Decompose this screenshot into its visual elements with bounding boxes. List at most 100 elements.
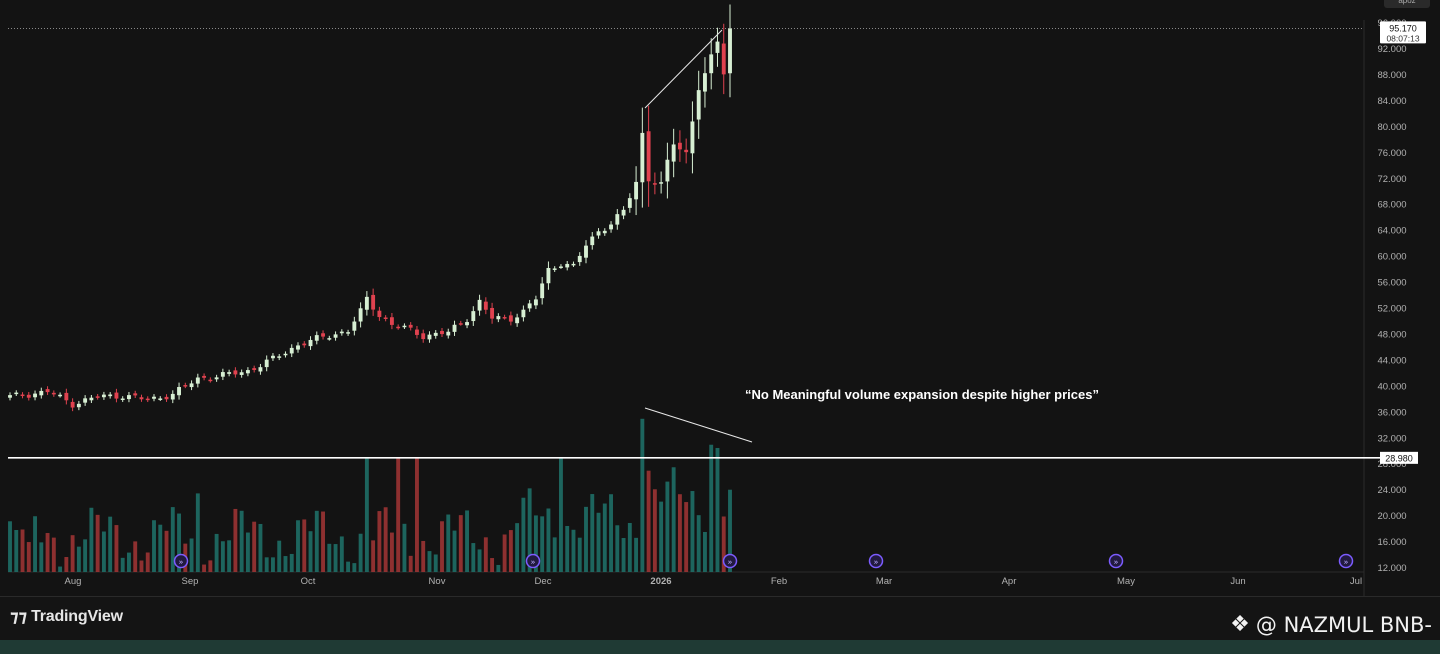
y-tick-label: 64.000: [1377, 226, 1406, 237]
candle-body: [652, 183, 657, 185]
candle-body: [396, 326, 401, 329]
y-tick-label: 72.000: [1377, 174, 1406, 185]
volume-bar: [45, 533, 50, 572]
candle-body: [101, 394, 106, 398]
volume-bar: [64, 557, 69, 572]
volume-bar: [227, 540, 232, 572]
candle-body: [452, 324, 457, 332]
horizontal-level-label: 28.980: [1385, 453, 1413, 463]
event-arrow-icon: »: [1344, 558, 1349, 567]
top-chip[interactable]: apoz: [1384, 0, 1430, 8]
candle-body: [70, 401, 75, 408]
price-chart[interactable]: 12.000 16.000 20.000 24.000 28.000 32.000 36.0…: [0, 0, 1440, 596]
y-tick-label: 40.000: [1377, 381, 1406, 392]
current-price-tag: [1380, 21, 1426, 44]
candle-body: [371, 294, 376, 310]
event-icon: [1338, 553, 1354, 569]
candle-body: [671, 144, 676, 162]
y-tick-label: 84.000: [1377, 96, 1406, 107]
candle-body: [346, 332, 351, 334]
candle-body: [170, 393, 175, 400]
candle-body: [202, 375, 207, 378]
volume-bar: [602, 503, 607, 572]
y-tick-label: 28.000: [1377, 459, 1406, 470]
chart-area[interactable]: 12.000 16.000 20.000 24.000 28.000 32.000 36.0…: [0, 0, 1440, 596]
volume-bar: [571, 529, 576, 572]
candle-body: [515, 317, 520, 324]
candle-body: [584, 245, 588, 258]
candle-body: [58, 394, 63, 397]
candle-body: [195, 377, 200, 384]
countdown-label: 08:07:13: [1386, 33, 1419, 43]
x-tick-label: 2026: [650, 576, 671, 587]
candle-body: [458, 323, 463, 325]
event-arrow-icon: »: [728, 558, 733, 567]
event-arrow-icon: »: [531, 558, 536, 567]
volume-bar: [352, 563, 357, 572]
volume-bar: [8, 521, 12, 572]
candle-body: [133, 393, 138, 396]
y-tick-label: 48.000: [1377, 329, 1406, 340]
candle-body: [715, 41, 720, 53]
candle-body: [440, 330, 444, 335]
volume-bar: [283, 556, 288, 572]
candle-body: [214, 377, 219, 380]
volume-bar: [477, 549, 482, 572]
volume-bar: [39, 542, 44, 572]
event-icon: [173, 553, 189, 569]
candle-body: [108, 394, 113, 397]
volume-bar: [114, 525, 119, 572]
volume-bar: [120, 557, 125, 572]
volume-bar: [239, 510, 244, 572]
candle-body: [728, 28, 732, 74]
candle-body: [634, 181, 639, 200]
volume-bar: [195, 493, 200, 572]
volume-bar: [170, 507, 175, 572]
volume-bar: [609, 494, 613, 572]
volume-bar: [521, 497, 526, 572]
volume-bar: [452, 530, 457, 572]
candle-body: [227, 372, 232, 374]
volume-bar: [671, 467, 676, 572]
volume-bar: [33, 516, 37, 572]
candle-body: [527, 303, 532, 309]
volume-bar: [483, 537, 488, 572]
volume-bar: [58, 566, 63, 572]
volume-bar: [101, 531, 106, 572]
volume-bar: [76, 546, 81, 572]
candle-body: [95, 396, 100, 398]
volume-bar: [640, 418, 645, 572]
candle-body: [296, 345, 300, 350]
volume-bar: [596, 512, 601, 572]
volume-bar: [14, 530, 19, 572]
volume-bar: [577, 537, 582, 572]
candle-body: [33, 393, 37, 398]
volume-bar: [26, 542, 31, 572]
volume-bar: [377, 511, 382, 572]
volume-bar: [339, 536, 344, 572]
y-tick-label: 20.000: [1377, 511, 1406, 522]
volume-bar: [715, 447, 720, 572]
event-icon: [722, 553, 738, 569]
volume-bar: [421, 540, 426, 572]
candle-body: [183, 385, 188, 387]
candle-body: [696, 90, 701, 120]
y-tick-label: 36.000: [1377, 407, 1406, 418]
tradingview-logo[interactable]: ⁊⁊ TradingView: [10, 607, 123, 627]
volume-bar: [277, 540, 282, 572]
volume-bar: [289, 553, 294, 572]
volume-bar: [627, 522, 632, 572]
y-tick-label: 12.000: [1377, 563, 1406, 574]
volume-bar: [89, 507, 94, 572]
candle-body: [590, 236, 595, 246]
candle-body: [145, 398, 150, 401]
volume-bar: [502, 534, 507, 572]
candle-body: [502, 317, 507, 319]
candle-body: [233, 370, 238, 375]
candle-body: [721, 43, 726, 75]
candle-body: [640, 132, 645, 183]
candle-body: [559, 266, 563, 268]
annotation-text: “No Meaningful volume expansion despite …: [745, 387, 1099, 402]
y-tick-label: 24.000: [1377, 485, 1406, 496]
volume-bar: [703, 531, 707, 572]
